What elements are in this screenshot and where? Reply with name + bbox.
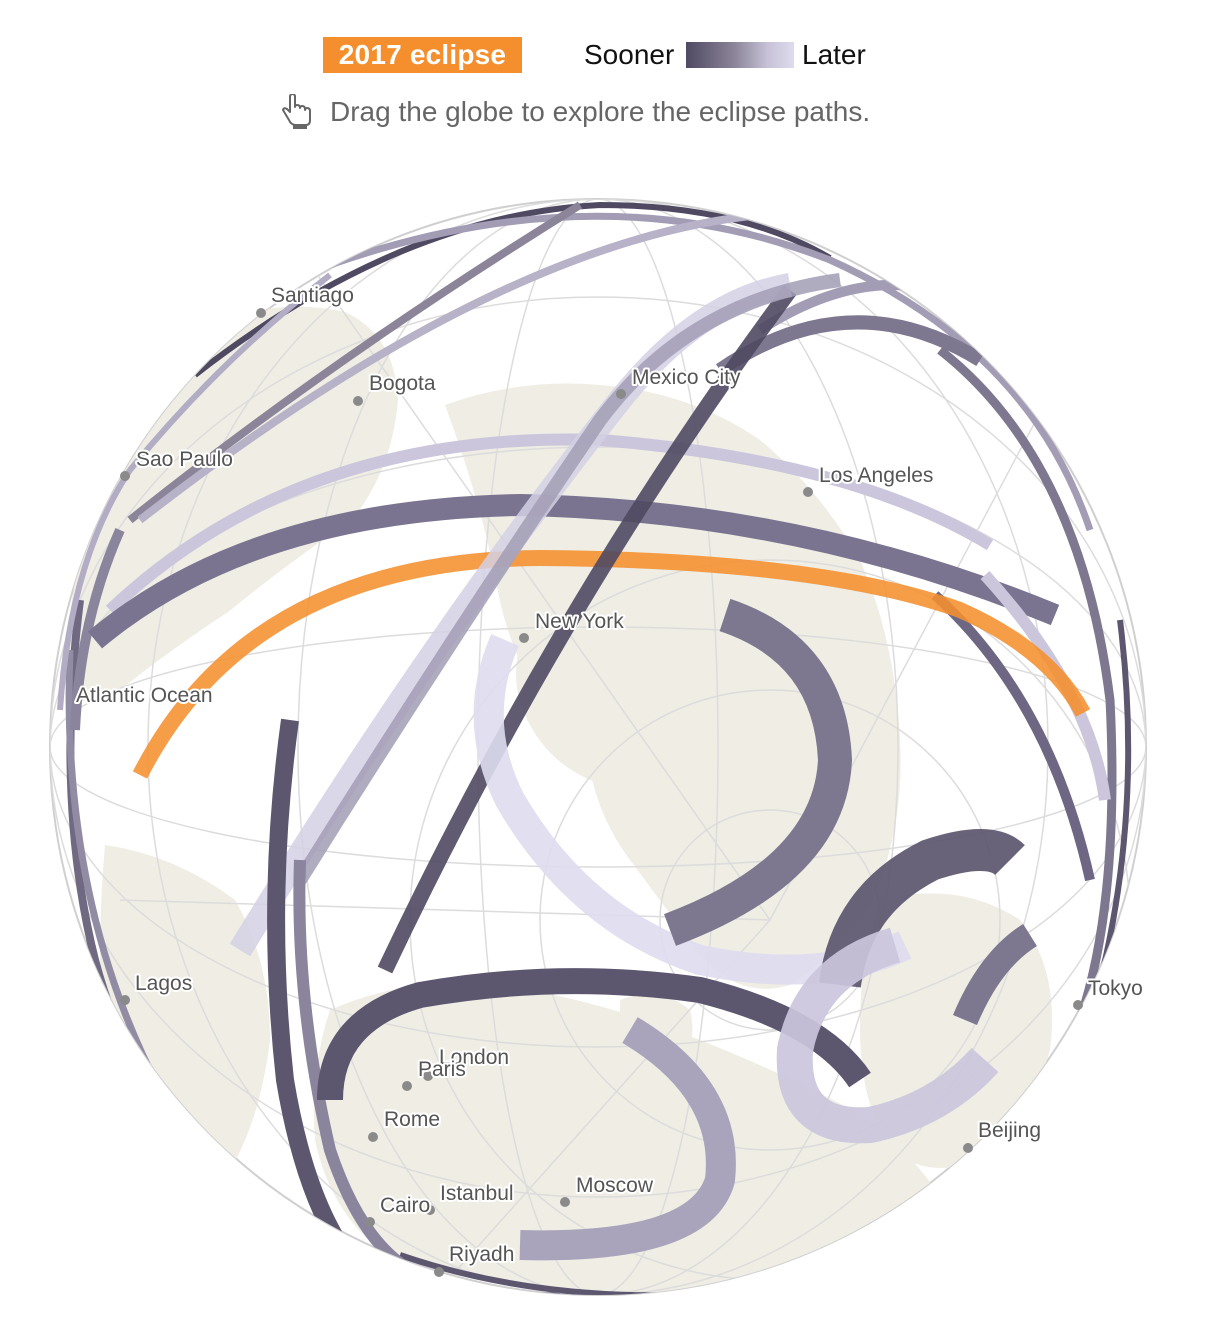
instruction-text: Drag the globe to explore the eclipse pa…: [330, 96, 871, 127]
path-arc-upper-2: [87, 493, 1060, 649]
legend-sooner-label: Sooner: [584, 39, 675, 70]
legend: 2017 eclipse Sooner Later: [0, 36, 1215, 76]
city-istanbul[interactable]: Istanbul: [425, 1180, 516, 1215]
city-label: Lagos: [135, 972, 192, 995]
city-dot: [963, 1143, 973, 1153]
city-london[interactable]: London: [423, 1044, 511, 1081]
city-dot: [434, 1267, 444, 1277]
city-label: Paris: [418, 1058, 466, 1081]
city-rome[interactable]: Rome: [368, 1106, 442, 1142]
city-label: Rome: [384, 1108, 440, 1131]
path-diag-dark: [377, 285, 797, 974]
city-mexico-city[interactable]: Mexico City: [616, 364, 743, 399]
ocean-label: Atlantic Ocean: [76, 684, 213, 707]
path-2017-eclipse: [132, 549, 1091, 779]
city-dot: [616, 389, 626, 399]
path-c-lower-mid: [519, 1017, 736, 1261]
path-diag-2: [137, 211, 761, 524]
city-santiago[interactable]: Santiago: [256, 282, 356, 318]
city-dot: [120, 995, 130, 1005]
path-c-right-small: [953, 923, 1038, 1026]
path-c-right-dark: [819, 829, 1025, 989]
city-beijing[interactable]: Beijing: [963, 1117, 1043, 1153]
path-rim-2: [328, 212, 1094, 532]
path-diag-light-2: [294, 273, 841, 884]
city-label: Tokyo: [1088, 977, 1143, 1000]
city-paris[interactable]: Paris: [402, 1056, 468, 1091]
city-dot: [803, 487, 813, 497]
city-label: Beijing: [978, 1119, 1041, 1142]
path-rim-3: [937, 346, 1117, 1022]
city-tokyo[interactable]: Tokyo: [1073, 975, 1145, 1010]
city-dot: [368, 1132, 378, 1142]
path-diag-1: [127, 201, 583, 524]
city-dot: [519, 633, 529, 643]
city-label: Sao Paulo: [136, 448, 233, 471]
path-rim-1: [193, 201, 832, 378]
city-dot: [560, 1197, 570, 1207]
city-dot: [423, 1071, 433, 1081]
legend-later-label: Later: [802, 39, 866, 70]
city-riyadh[interactable]: Riyadh: [434, 1241, 516, 1277]
hand-pointer-icon: [282, 94, 311, 129]
land-europe-asia: [314, 982, 960, 1294]
city-lagos[interactable]: Lagos: [120, 970, 194, 1005]
city-moscow[interactable]: Moscow: [560, 1172, 656, 1207]
city-markers: Santiago Bogota Sao Paulo Mexico City Lo…: [74, 282, 1145, 1277]
eclipse-2017-badge: 2017 eclipse: [323, 37, 522, 73]
city-label: Cairo: [380, 1194, 430, 1217]
city-label: Los Angeles: [819, 464, 933, 487]
path-c-large-light: [473, 633, 912, 985]
city-label: Mexico City: [632, 366, 741, 389]
city-dot: [256, 308, 266, 318]
path-rim-8: [70, 527, 125, 731]
city-dot: [1073, 1000, 1083, 1010]
city-label: Istanbul: [440, 1182, 514, 1205]
city-label: Riyadh: [449, 1243, 514, 1266]
path-arc-right-1: [931, 591, 1095, 882]
label-atlantic-ocean: Atlantic Ocean: [74, 682, 215, 709]
city-label: Moscow: [576, 1174, 654, 1197]
city-sao-paulo[interactable]: Sao Paulo: [120, 446, 235, 481]
instruction: Drag the globe to explore the eclipse pa…: [0, 94, 1215, 130]
city-new-york[interactable]: New York: [519, 608, 626, 643]
city-dot: [120, 471, 130, 481]
city-label: Santiago: [271, 284, 354, 307]
city-los-angeles[interactable]: Los Angeles: [803, 462, 935, 497]
path-c-right-light: [776, 927, 999, 1144]
land-greenland: [516, 635, 683, 782]
city-dot: [365, 1217, 375, 1227]
city-label: Bogota: [369, 372, 436, 395]
path-vertical-left-2: [293, 859, 414, 1276]
city-cairo[interactable]: Cairo: [365, 1192, 432, 1227]
legend-gradient-bar: [686, 42, 794, 68]
city-dot: [402, 1081, 412, 1091]
path-c-mid: [664, 598, 853, 946]
city-dot: [425, 1205, 435, 1215]
city-bogota[interactable]: Bogota: [353, 370, 438, 406]
city-dot: [353, 396, 363, 406]
city-label: London: [439, 1046, 509, 1069]
path-rim-7: [57, 272, 332, 711]
path-vertical-left: [267, 718, 358, 1266]
city-label: New York: [535, 610, 624, 633]
